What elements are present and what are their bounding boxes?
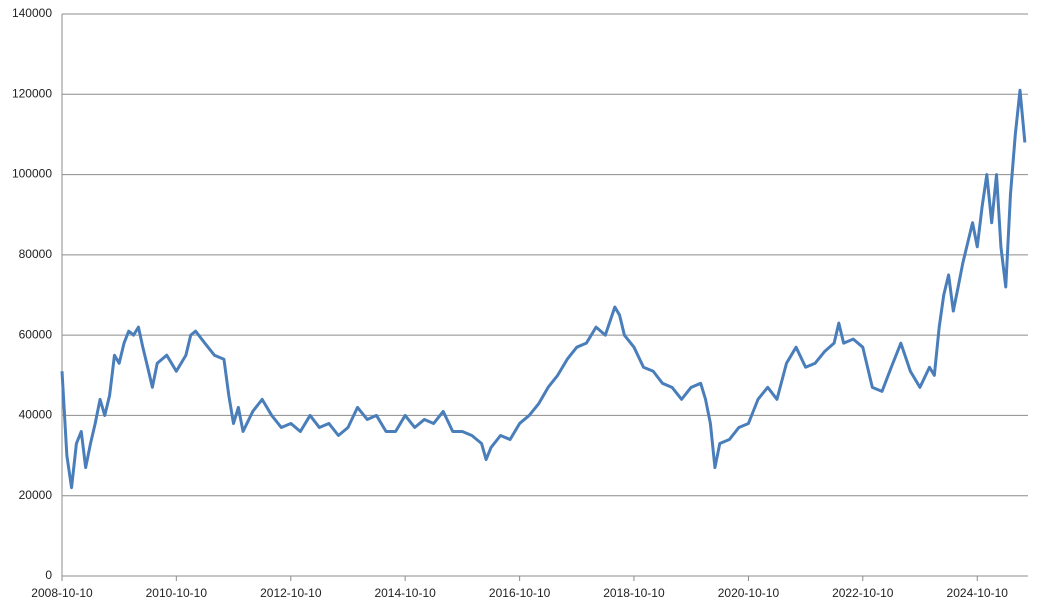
x-tick-label: 2018-10-10	[603, 586, 665, 600]
y-tick-label: 20000	[19, 488, 53, 502]
x-tick-label: 2008-10-10	[31, 586, 93, 600]
y-tick-label: 0	[45, 568, 52, 582]
y-tick-label: 100000	[12, 167, 52, 181]
x-tick-label: 2016-10-10	[489, 586, 551, 600]
y-tick-label: 60000	[19, 327, 53, 341]
y-tick-label: 80000	[19, 247, 53, 261]
x-tick-label: 2022-10-10	[832, 586, 894, 600]
y-tick-label: 120000	[12, 86, 52, 100]
line-series	[60, 88, 1027, 490]
y-tick-label: 140000	[12, 6, 52, 20]
y-tick-label: 40000	[19, 408, 53, 422]
x-tick-label: 2014-10-10	[374, 586, 436, 600]
x-tick-label: 2012-10-10	[260, 586, 322, 600]
x-tick-label: 2020-10-10	[718, 586, 780, 600]
x-tick-label: 2010-10-10	[146, 586, 208, 600]
x-tick-label: 2024-10-10	[947, 586, 1009, 600]
